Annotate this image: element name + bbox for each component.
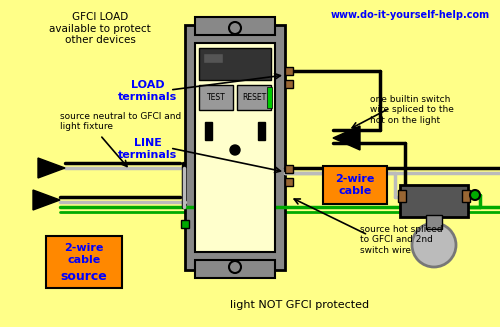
Circle shape	[412, 223, 456, 267]
Text: LOAD
terminals: LOAD terminals	[118, 80, 178, 102]
Text: www.do-it-yourself-help.com: www.do-it-yourself-help.com	[331, 10, 490, 20]
Text: source: source	[60, 270, 108, 284]
Bar	[195, 43, 275, 252]
Bar	[199, 85, 233, 110]
Bar	[285, 178, 293, 186]
Bar	[237, 85, 271, 110]
Bar	[195, 17, 275, 35]
Bar	[285, 165, 293, 173]
Circle shape	[229, 261, 241, 273]
Bar	[285, 67, 293, 75]
Polygon shape	[33, 190, 60, 210]
Circle shape	[229, 22, 241, 34]
Bar	[203, 53, 223, 63]
Text: LINE
terminals: LINE terminals	[118, 138, 178, 160]
Text: source neutral to GFCI and
light fixture: source neutral to GFCI and light fixture	[60, 112, 181, 131]
Text: GFCI LOAD
available to protect
other devices: GFCI LOAD available to protect other dev…	[49, 12, 151, 45]
Circle shape	[230, 145, 240, 155]
Circle shape	[470, 190, 480, 200]
Bar	[185, 25, 285, 270]
Bar	[285, 80, 293, 88]
Text: 2-wire
cable: 2-wire cable	[64, 243, 104, 265]
Polygon shape	[38, 158, 65, 178]
Bar	[205, 122, 212, 140]
Bar	[398, 190, 406, 202]
Text: 2-wire
cable: 2-wire cable	[336, 174, 374, 196]
Text: RESET: RESET	[242, 94, 266, 102]
Bar	[400, 185, 468, 217]
Bar	[426, 215, 442, 229]
FancyBboxPatch shape	[46, 236, 122, 288]
Text: source hot spliced
to GFCI and 2nd
switch wire: source hot spliced to GFCI and 2nd switc…	[360, 225, 442, 255]
FancyBboxPatch shape	[323, 166, 387, 204]
Bar	[195, 260, 275, 278]
Bar	[462, 190, 470, 202]
Bar	[199, 48, 271, 80]
Text: one builtin switch
wire spliced to the
hot on the light: one builtin switch wire spliced to the h…	[370, 95, 454, 125]
Text: light NOT GFCI protected: light NOT GFCI protected	[230, 300, 370, 310]
Bar	[258, 122, 265, 140]
Bar	[267, 87, 272, 108]
Text: TEST: TEST	[206, 94, 226, 102]
Polygon shape	[333, 126, 360, 150]
Bar	[181, 220, 189, 228]
